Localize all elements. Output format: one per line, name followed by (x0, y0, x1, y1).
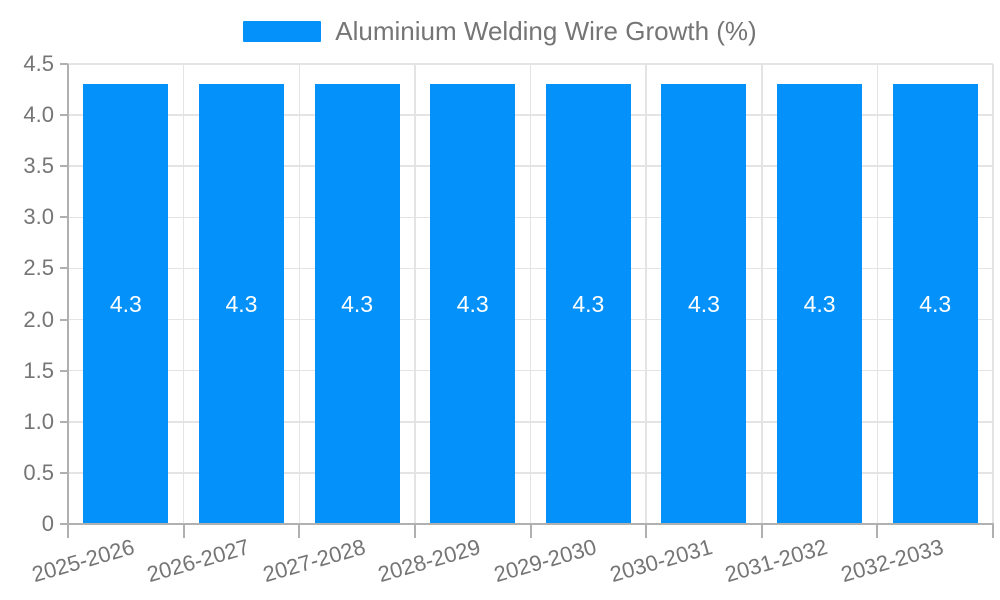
x-tick-label: 2029-2030 (491, 534, 600, 588)
x-tick-mark (992, 524, 994, 538)
legend-swatch (243, 20, 322, 42)
gridline-vertical (761, 64, 763, 524)
y-tick-mark (60, 165, 68, 168)
plot-area: 4.3 4.3 4.3 4.3 4.3 4.3 4.3 4.3 (68, 63, 994, 524)
bar: 4.3 (314, 84, 400, 524)
y-tick-label: 4.0 (23, 102, 54, 128)
gridline-vertical (645, 64, 647, 524)
x-tick-label: 2025-2026 (28, 534, 137, 588)
y-tick-label: 3.5 (23, 153, 54, 179)
x-tick-mark (645, 524, 648, 538)
bar-value-label: 4.3 (341, 290, 374, 317)
y-tick-label: 0 (41, 511, 54, 536)
y-tick-mark (60, 114, 68, 117)
gridline-vertical (414, 64, 416, 524)
x-tick-label: 2028-2029 (375, 534, 484, 588)
bar: 4.3 (777, 84, 863, 524)
y-tick-label: 1.0 (23, 408, 54, 434)
y-tick-label: 3.0 (23, 204, 54, 230)
x-tick-label: 2031-2032 (722, 534, 831, 588)
bar-value-label: 4.3 (572, 290, 605, 317)
bar-value-label: 4.3 (109, 290, 142, 317)
y-tick-label: 2.0 (23, 306, 54, 332)
y-tick-mark (60, 216, 68, 219)
y-tick-label: 2.5 (23, 255, 54, 281)
x-tick-mark (182, 524, 185, 538)
bar-value-label: 4.3 (456, 290, 489, 317)
bar-value-label: 4.3 (919, 290, 952, 317)
gridline-vertical (182, 64, 185, 524)
x-tick-label: 2032-2033 (838, 534, 947, 588)
y-tick-mark (60, 523, 68, 525)
chart-legend[interactable]: Aluminium Welding Wire Growth (%) (0, 12, 1000, 50)
bar: 4.3 (545, 84, 631, 524)
y-tick-label: 0.5 (23, 459, 54, 485)
bar: 4.3 (430, 84, 516, 524)
gridline-vertical (876, 64, 879, 524)
y-tick-mark (60, 63, 68, 65)
legend-label: Aluminium Welding Wire Growth (%) (335, 15, 757, 46)
y-tick-mark (60, 420, 68, 423)
bar: 4.3 (892, 84, 978, 524)
bar-value-label: 4.3 (225, 290, 258, 317)
x-tick-mark (413, 524, 416, 538)
y-tick-mark (60, 318, 68, 321)
bar: 4.3 (198, 84, 284, 524)
x-tick-mark (529, 524, 532, 538)
x-tick-mark (298, 524, 301, 538)
x-tick-mark (876, 524, 879, 538)
x-tick-mark (67, 524, 69, 538)
bar-value-label: 4.3 (803, 290, 836, 317)
gridline-vertical (992, 64, 994, 524)
x-tick-mark (760, 524, 763, 538)
x-tick-label: 2026-2027 (144, 534, 253, 588)
bar: 4.3 (661, 84, 747, 524)
y-tick-mark (60, 267, 68, 270)
y-tick-mark (60, 369, 68, 372)
bar: 4.3 (83, 84, 169, 524)
y-tick-label: 4.5 (23, 51, 54, 76)
y-axis-line (67, 64, 69, 525)
gridline-vertical (298, 64, 300, 524)
y-tick-mark (60, 471, 68, 474)
x-tick-label: 2030-2031 (606, 534, 715, 588)
x-tick-label: 2027-2028 (259, 534, 368, 588)
bar-value-label: 4.3 (687, 290, 720, 317)
y-tick-label: 1.5 (23, 357, 54, 383)
gridline-vertical (529, 64, 532, 524)
